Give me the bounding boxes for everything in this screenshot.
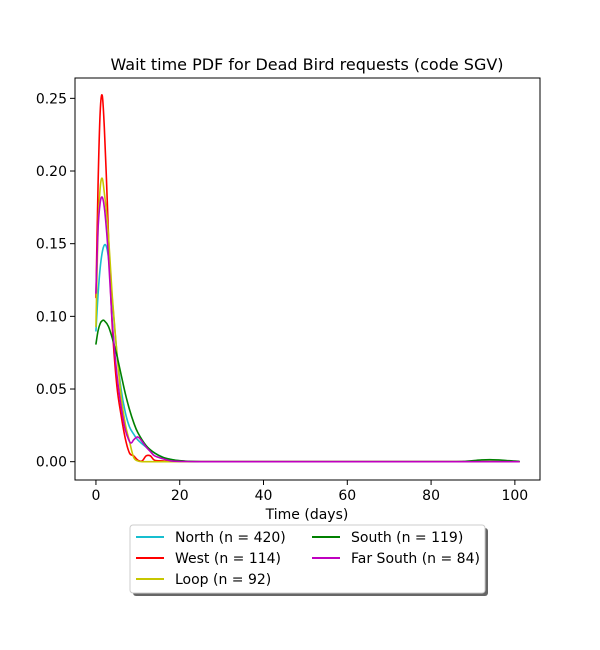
legend-box bbox=[129, 524, 486, 594]
legend: North (n = 420) West (n = 114) Loop (n = 9… bbox=[129, 524, 488, 596]
legend-items: North (n = 420) West (n = 114) Loop (n = 9… bbox=[136, 530, 480, 588]
plot-frame bbox=[74, 77, 541, 481]
plot-background bbox=[75, 78, 540, 480]
series-layer bbox=[95, 94, 520, 463]
plot-area: 0 20 40 60 80 100 0.00 0.05 0.10 0.15 0.20 0.25 bbox=[36, 77, 541, 504]
x-tick-label: 80 bbox=[422, 488, 440, 504]
chart-title: Wait time PDF for Dead Bird requests (co… bbox=[110, 55, 503, 74]
x-axis: 0 20 40 60 80 100 bbox=[91, 480, 528, 504]
legend-label-loop: Loop (n = 92) bbox=[175, 572, 271, 588]
series-line-far-south bbox=[95, 196, 520, 463]
x-axis-label: Time (days) bbox=[265, 507, 349, 523]
legend-label-far-south: Far South (n = 84) bbox=[351, 551, 480, 567]
y-tick-label: 0.15 bbox=[36, 237, 67, 253]
legend-label-north: North (n = 420) bbox=[175, 530, 286, 546]
x-tick-label: 0 bbox=[91, 488, 100, 504]
y-tick-label: 0.05 bbox=[36, 382, 67, 398]
legend-label-west: West (n = 114) bbox=[175, 551, 281, 567]
y-tick-label: 0.10 bbox=[36, 309, 67, 325]
x-tick-label: 100 bbox=[501, 488, 528, 504]
x-tick-label: 40 bbox=[255, 488, 273, 504]
x-tick-label: 20 bbox=[171, 488, 189, 504]
y-tick-label: 0.20 bbox=[36, 164, 67, 180]
y-axis: 0.00 0.05 0.10 0.15 0.20 0.25 bbox=[36, 91, 75, 471]
y-tick-label: 0.00 bbox=[36, 455, 67, 471]
x-tick-label: 60 bbox=[338, 488, 356, 504]
legend-label-south: South (n = 119) bbox=[351, 530, 463, 546]
y-tick-label: 0.25 bbox=[36, 91, 67, 107]
